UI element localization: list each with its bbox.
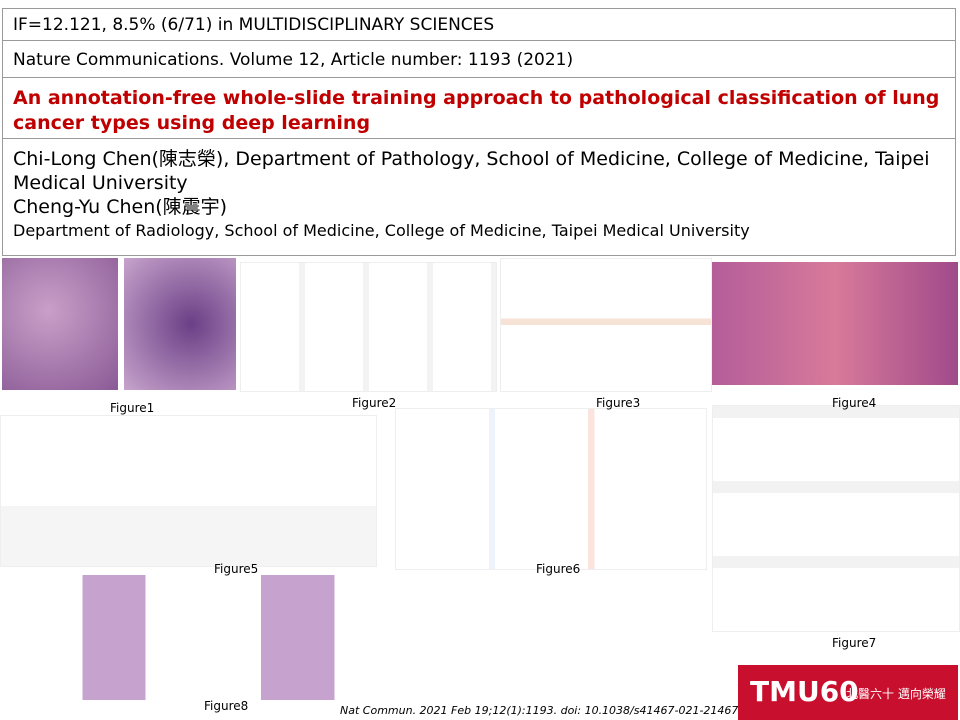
affiliation: Department of Radiology, School of Medic… bbox=[13, 221, 750, 240]
author: Chi-Long Chen(陳志榮), Department of Pathol… bbox=[13, 148, 930, 194]
figure4-image bbox=[712, 262, 958, 385]
citation: Nat Commun. 2021 Feb 19;12(1):1193. doi:… bbox=[340, 704, 752, 717]
author: Cheng-Yu Chen(陳震宇) bbox=[13, 196, 228, 218]
logo: TMU60 北醫六十 邁向榮耀 bbox=[738, 665, 958, 720]
figure6-image bbox=[395, 408, 707, 570]
journal: Nature Communications. Volume 12, Articl… bbox=[13, 50, 574, 70]
figure8-image bbox=[30, 575, 555, 700]
title-row: An annotation-free whole-slide training … bbox=[2, 77, 956, 139]
logo-mark: TMU60 bbox=[750, 675, 859, 708]
figure7-image bbox=[712, 405, 960, 632]
journal-row: Nature Communications. Volume 12, Articl… bbox=[2, 40, 956, 78]
figure1-panel-a bbox=[2, 258, 118, 390]
figure5-image bbox=[0, 415, 377, 567]
figure-caption: Figure2 bbox=[352, 396, 397, 410]
figure2-image bbox=[240, 262, 497, 392]
impact-row: IF=12.121, 8.5% (6/71) in MULTIDISCIPLIN… bbox=[2, 8, 956, 41]
figure-caption: Figure4 bbox=[832, 396, 877, 410]
logo-slogan: 北醫六十 邁向榮耀 bbox=[846, 687, 946, 701]
impact: IF=12.121, 8.5% (6/71) in MULTIDISCIPLIN… bbox=[13, 15, 495, 35]
title: An annotation-free whole-slide training … bbox=[13, 87, 940, 134]
figure1-panel-b bbox=[124, 258, 236, 390]
figure-caption: Figure3 bbox=[596, 396, 641, 410]
figure-caption: Figure6 bbox=[536, 562, 581, 576]
figure-caption: Figure8 bbox=[204, 699, 249, 713]
authors-row: Chi-Long Chen(陳志榮), Department of Pathol… bbox=[2, 138, 956, 256]
figure-caption: Figure1 bbox=[110, 401, 155, 415]
figure3-image bbox=[500, 258, 712, 392]
figure-caption: Figure7 bbox=[832, 636, 877, 650]
figure-caption: Figure5 bbox=[214, 562, 259, 576]
